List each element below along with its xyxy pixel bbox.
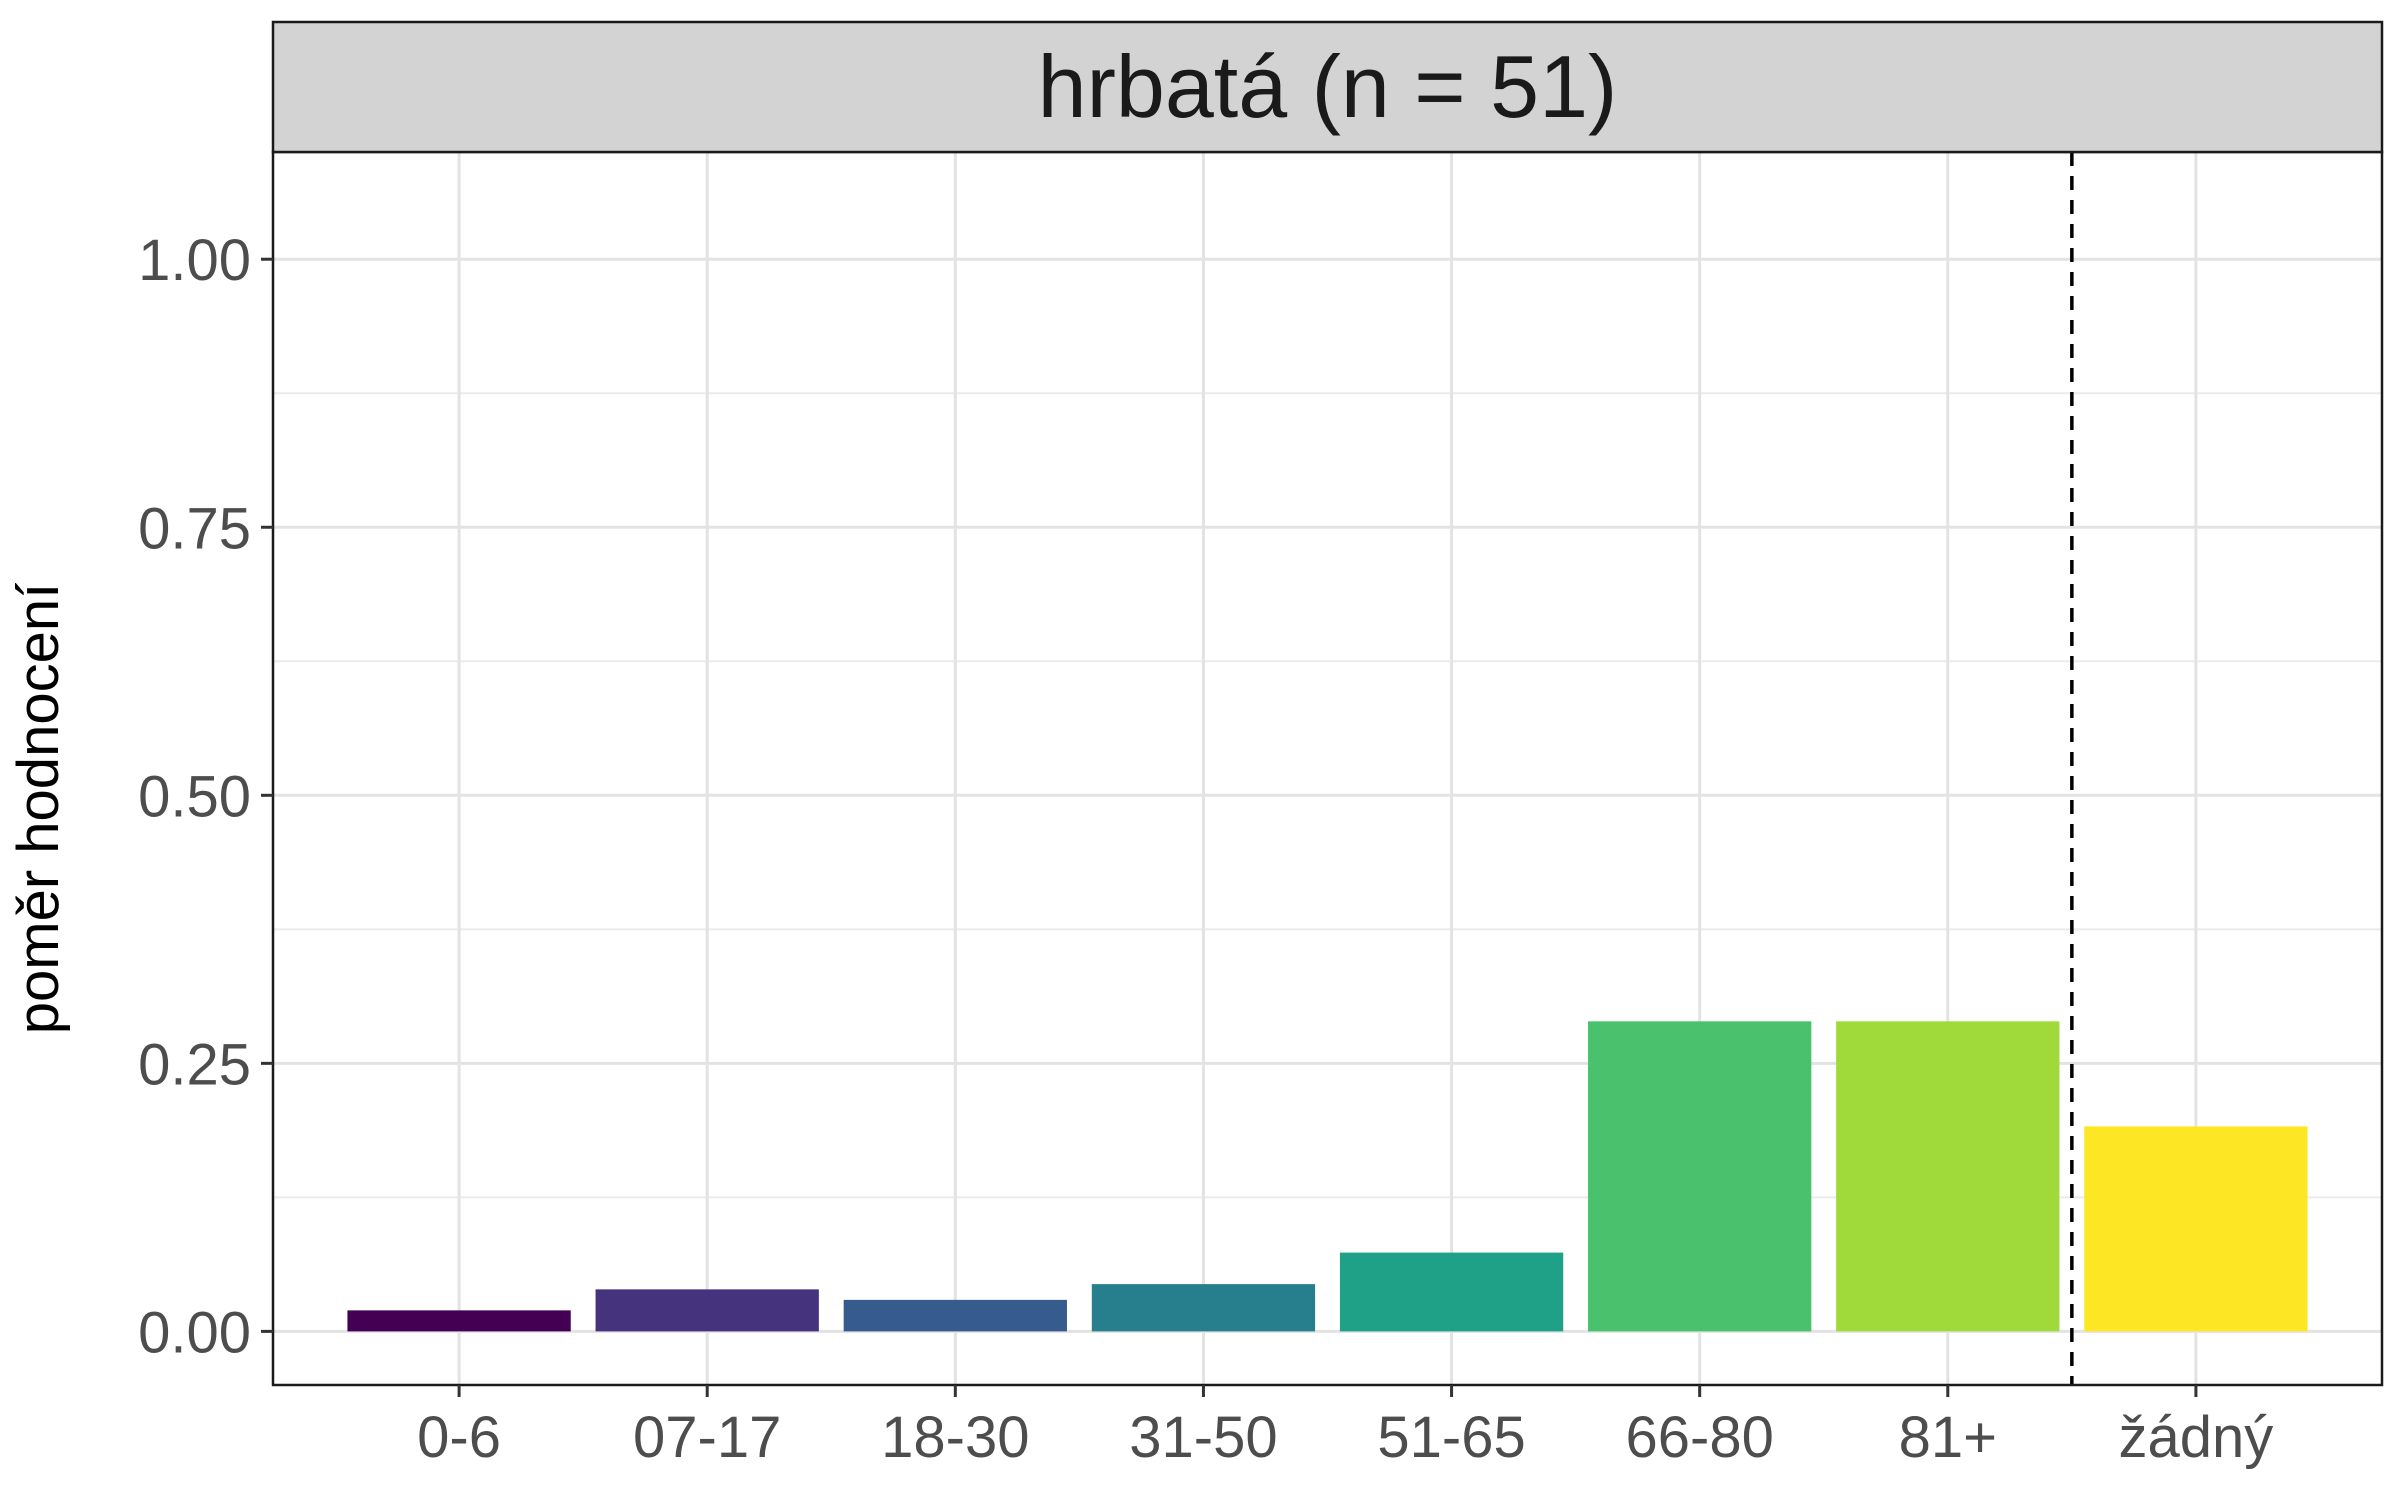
x-tick-label: 0-6 [417,1405,501,1470]
bar-31-50 [1091,1284,1316,1332]
y-axis: 0.00 0.25 0.50 0.75 1.00 [138,228,273,1365]
bars [347,1021,2308,1332]
bar-51-65 [1339,1252,1564,1332]
grid [273,152,2382,1385]
x-axis: 0-6 07-17 18-30 31-50 51-65 66-80 81+ žádný [417,1385,2273,1470]
y-tick-label: 0.25 [138,1032,251,1097]
x-tick-label: 51-65 [1377,1405,1525,1470]
x-tick-label: 18-30 [881,1405,1029,1470]
x-tick-label: 81+ [1899,1405,1997,1470]
bar-0-6 [347,1310,571,1332]
panel-border [271,150,2384,1387]
bar-18-30 [843,1299,1067,1332]
y-tick-label: 0.50 [138,764,251,829]
bar-81+ [1836,1021,2060,1332]
y-tick-label: 0.75 [138,496,251,561]
y-tick-label: 0.00 [138,1300,251,1365]
y-axis-label: poměr hodnocení [6,583,71,1034]
chart-title: hrbatá (n = 51) [1038,37,1618,136]
x-tick-label: 31-50 [1129,1405,1277,1470]
bar-žádný [2084,1126,2308,1332]
bar-66-80 [1588,1021,1812,1332]
x-tick-label: 07-17 [633,1405,781,1470]
x-tick-label: 66-80 [1626,1405,1774,1470]
bar-07-17 [595,1289,819,1332]
facet-strip-background [271,20,2384,154]
y-tick-label: 1.00 [138,228,251,293]
x-tick-label: žádný [2119,1405,2274,1470]
facet-strip: hrbatá (n = 51) [271,20,2384,154]
